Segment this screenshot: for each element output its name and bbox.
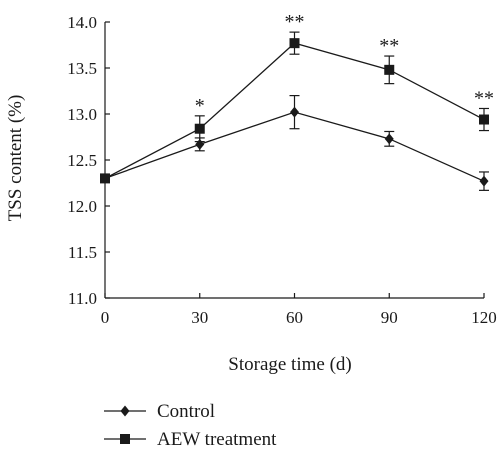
y-tick-label: 12.5 (67, 151, 97, 170)
legend: Control AEW treatment (104, 401, 277, 450)
data-point (289, 38, 300, 49)
series-diamond (100, 94, 489, 191)
significance-marker: ** (474, 87, 494, 109)
y-tick-label: 12.0 (67, 197, 97, 216)
legend-item: Control (104, 401, 215, 422)
y-tick-label: 14.0 (67, 13, 97, 32)
x-tick-label: 60 (286, 308, 303, 327)
x-tick-label: 0 (101, 308, 110, 327)
series-square (100, 31, 489, 184)
y-tick-label: 13.5 (67, 59, 97, 78)
significance-marker: * (195, 95, 205, 117)
y-tick-label: 13.0 (67, 105, 97, 124)
significance-marker: ** (379, 35, 399, 57)
diamond-marker-icon (120, 405, 130, 417)
data-point (384, 64, 395, 75)
x-tick-label: 30 (191, 308, 208, 327)
data-point (194, 123, 205, 134)
data-point (290, 106, 299, 118)
significance-annotations: ******* (195, 11, 494, 117)
series-layer (100, 31, 489, 191)
y-axis-label: TSS content (%) (5, 95, 26, 222)
significance-marker: ** (285, 11, 305, 33)
data-point (100, 173, 110, 184)
data-point (479, 114, 489, 125)
x-axis-label: Storage time (d) (228, 354, 351, 375)
legend-label: Control (157, 401, 215, 422)
legend-item: AEW treatment (104, 429, 277, 450)
x-tick-label: 90 (381, 308, 398, 327)
x-tick-label: 120 (471, 308, 497, 327)
y-tick-label: 11.0 (68, 289, 97, 308)
axes: 11.0 11.5 12.0 12.5 13.0 13.5 14.0 0 30 60 90 120 (67, 13, 497, 327)
legend-label: AEW treatment (157, 429, 277, 450)
square-marker-icon (120, 434, 130, 444)
y-tick-label: 11.5 (68, 243, 97, 262)
data-point (384, 133, 394, 145)
data-point (479, 175, 489, 187)
